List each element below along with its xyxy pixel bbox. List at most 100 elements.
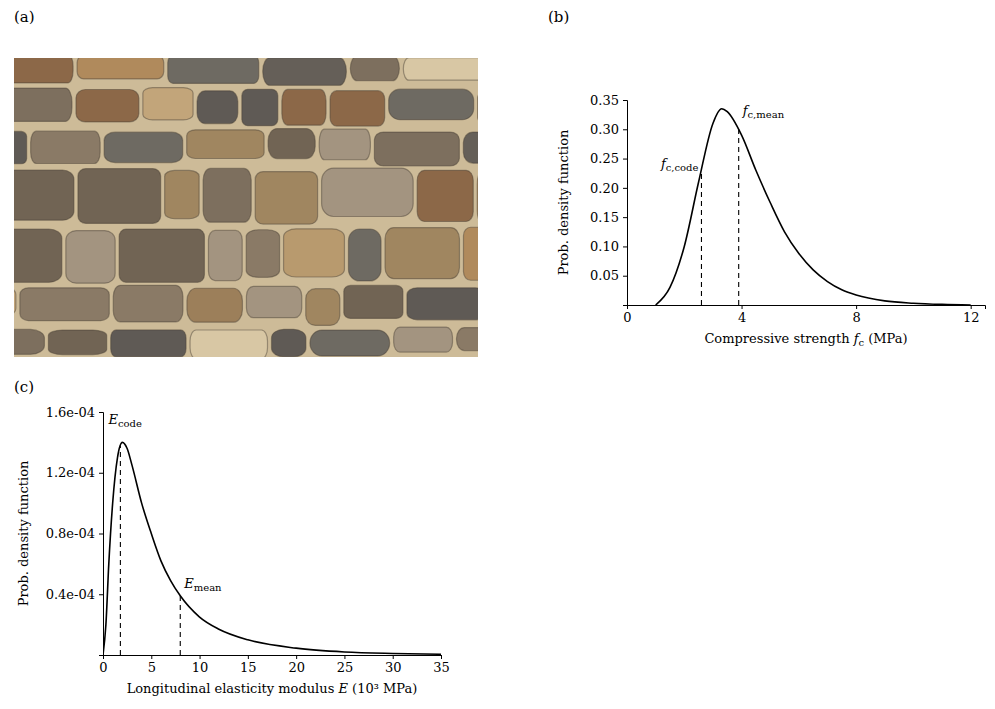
stone [14,58,73,83]
tick-label: 25 [337,660,354,675]
stone [350,58,399,81]
tick-mark [296,655,297,659]
stone [348,229,381,281]
tick-mark [200,655,201,659]
tick: 4 [738,305,746,325]
tick: 20 [288,655,305,675]
tick-mark [441,655,442,659]
tick-mark [151,655,152,659]
tick-label: 12 [963,310,980,325]
stone [284,229,345,277]
reference-line [738,129,739,305]
y-axis-title: Prob. density function [16,460,31,606]
y-axis: 0.050.100.150.200.250.300.35 [590,93,627,306]
tick-label: 15 [240,660,257,675]
stone [255,172,317,225]
stone [20,288,109,321]
tick: 15 [240,655,257,675]
stone [389,89,474,120]
axis-line [623,101,628,306]
tick-mark [99,412,103,413]
axis-line [628,306,986,310]
tick-label: 0.20 [590,181,619,196]
stone [14,229,62,282]
stone [187,288,242,322]
stone [14,88,72,121]
tick: 0.35 [590,93,627,108]
tick: 1.6e-04 [46,405,103,420]
reference-labels: Ecode Emean [107,412,222,593]
stone [456,328,478,351]
tick-label: 1.2e-04 [46,465,95,480]
stone [14,170,74,220]
axis-line [104,656,442,660]
stone [48,330,106,354]
subscript: mean [194,582,222,593]
tick: 5 [148,655,156,675]
tick-label: 0.25 [590,151,619,166]
figure: (a)(b)048120.050.100.150.200.250.300.35f… [0,0,995,709]
stone [417,170,473,221]
tick-label: 10 [192,660,209,675]
stone [14,286,16,316]
subscript: code [118,418,142,429]
tick-label: 0.10 [590,239,619,254]
stone [31,131,100,163]
stone [119,229,204,282]
stone [14,131,27,163]
stone [203,168,251,222]
stone [310,330,390,356]
tick-label: 0.4e-04 [46,587,95,602]
stone [78,169,161,224]
tick-label: 35 [433,660,450,675]
tick-mark [99,594,103,595]
reference-label: Emean [183,576,222,593]
tick: 1.2e-04 [46,465,103,480]
x-axis-title: Compressive strength fc (MPa) [704,331,907,348]
tick: 0 [623,305,631,325]
axis-line [99,413,104,656]
tick-mark [623,246,627,247]
density-curve [656,109,971,305]
tick-label: 0.8e-04 [46,526,95,541]
x-axis: 05101520253035 [99,655,449,675]
tick: 8 [852,305,860,325]
subscript: c,mean [748,109,785,120]
tick-mark [623,100,627,101]
stone [187,130,264,159]
stone [104,132,183,162]
tick-mark [971,305,972,309]
symbol: E [183,576,194,591]
tick: 35 [433,655,450,675]
stone [168,58,259,83]
stone [344,285,403,318]
tick: 10 [192,655,209,675]
reference-labels: fc,codefc,mean [660,103,785,173]
tick-mark [742,305,743,309]
reference-label: fc,code [660,156,699,173]
stone [403,58,478,80]
stone [66,231,115,284]
tick-label: 0 [623,310,631,325]
stone [246,286,301,317]
x-axis-title-text: Compressive strength [704,331,853,346]
stone [463,227,478,280]
panel-label: (a) [14,8,35,26]
tick: 0.4e-04 [46,587,103,602]
stone [165,170,199,218]
stone [113,285,183,322]
tick: 0.30 [590,122,627,137]
stone [190,330,267,357]
tick-mark [856,305,857,309]
stone [76,90,139,122]
tick-mark [248,655,249,659]
reference-line [180,596,181,655]
tick: 0 [99,655,107,675]
x-axis-title-text: Longitudinal elasticity modulus [127,681,339,696]
tick-label: 1.6e-04 [46,405,95,420]
tick-label: 20 [288,660,305,675]
stone [385,228,459,279]
tick: 0.15 [590,210,627,225]
tick: 0.10 [590,239,627,254]
stone [330,91,385,126]
